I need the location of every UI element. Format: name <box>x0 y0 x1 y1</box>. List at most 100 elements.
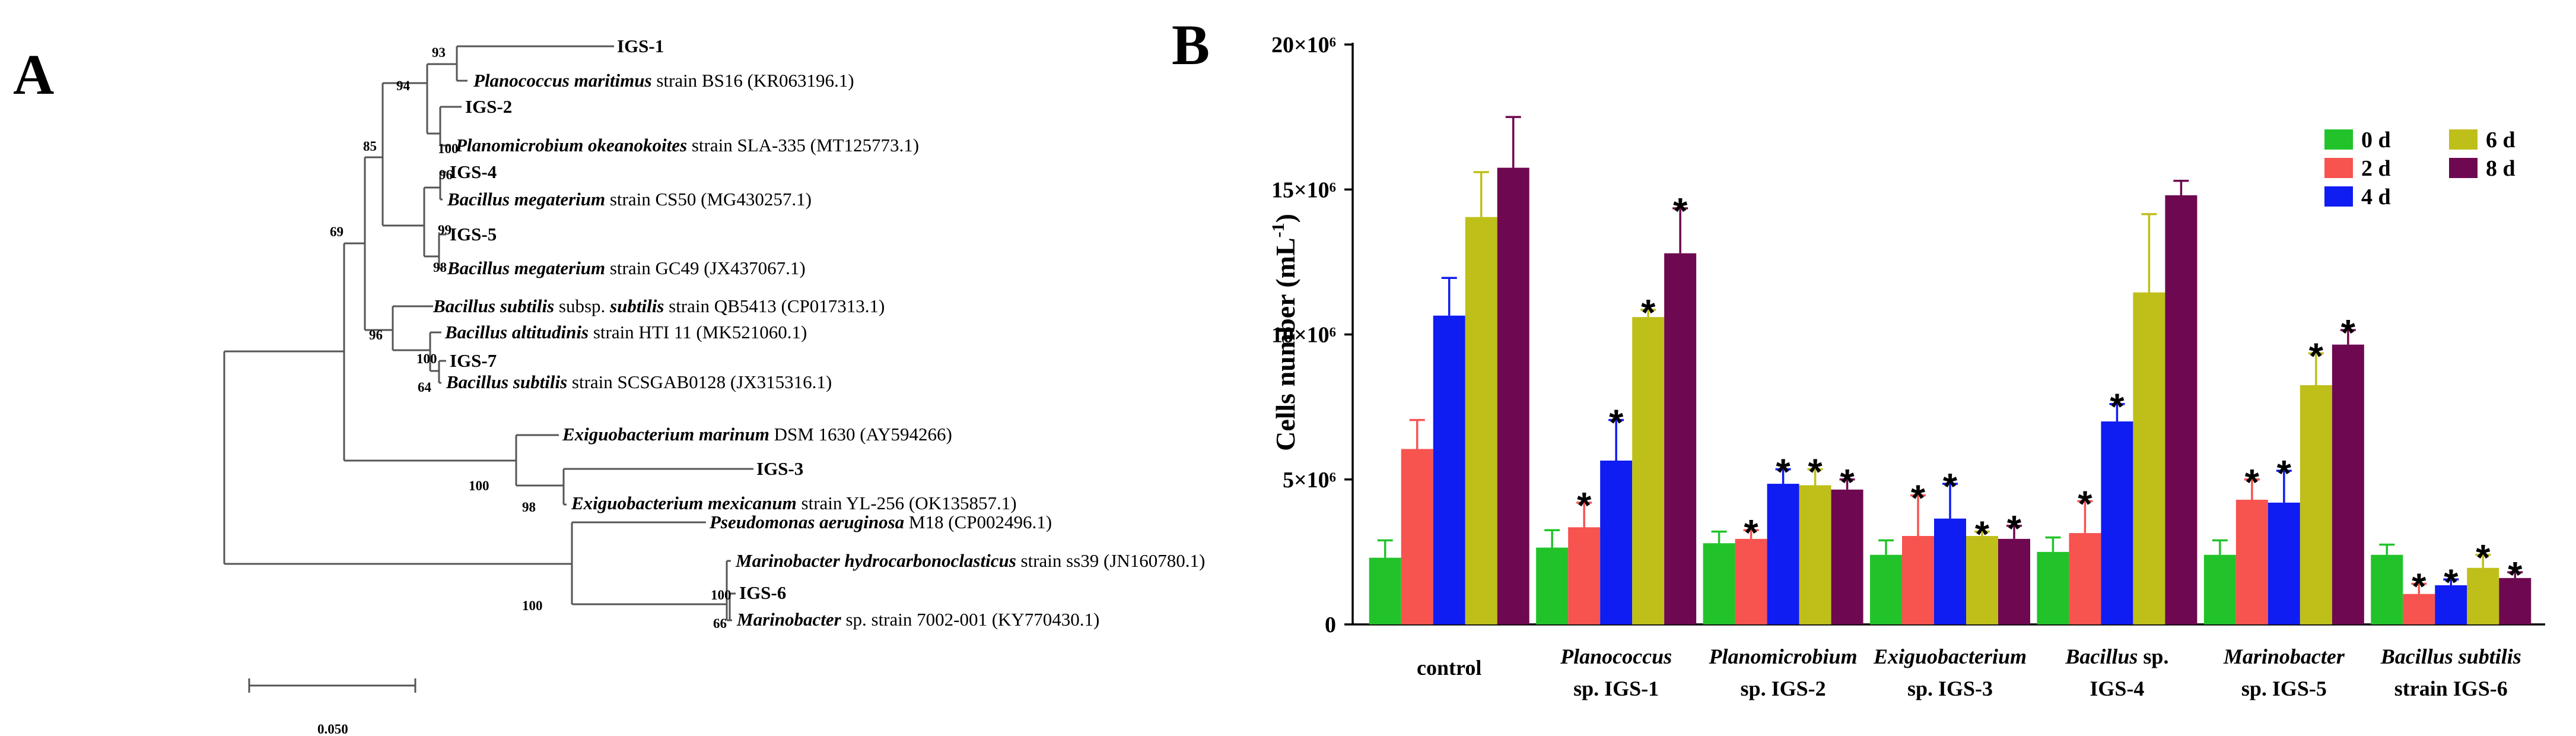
panel-label-a: A <box>13 43 55 106</box>
bar <box>1934 518 1966 624</box>
error-bar <box>1775 468 1791 484</box>
bar <box>1632 317 1665 624</box>
bar <box>1998 538 2030 624</box>
bar <box>2069 533 2101 624</box>
y-tick-label: 15×10⁶ <box>1271 177 1336 202</box>
bootstrap-value: 66 <box>713 616 727 631</box>
tree-leaf-label: IGS-1 <box>617 36 664 56</box>
tree-leaf-label: IGS-4 <box>450 161 497 182</box>
significance-marker: * <box>1673 191 1688 232</box>
error-bar <box>2308 352 2324 385</box>
bar <box>2101 421 2133 624</box>
panel-label-b: B <box>1172 13 1210 77</box>
bootstrap-value: 100 <box>469 478 489 493</box>
error-bar <box>2141 213 2157 293</box>
y-tick-label: 20×10⁶ <box>1271 33 1336 58</box>
error-bar <box>1942 483 1958 519</box>
significance-marker: * <box>2277 453 2292 494</box>
bootstrap-value: 100 <box>522 598 543 613</box>
significance-marker: * <box>2444 562 2459 603</box>
error-bar <box>2475 554 2491 568</box>
error-bar <box>2411 582 2427 594</box>
error-bar <box>1910 494 1926 537</box>
bar <box>1600 460 1633 624</box>
tree-leaf-label: IGS-7 <box>450 350 497 371</box>
significance-marker: * <box>2078 484 2092 525</box>
error-bar <box>1672 207 1688 253</box>
bar <box>1767 484 1799 624</box>
bar <box>1465 217 1497 625</box>
significance-marker: * <box>2508 555 2523 596</box>
tree-leaf-label: Exiguobacterium marinum DSM 1630 (AY5942… <box>562 424 952 445</box>
x-tick-label: Exiguobacterium <box>1873 645 2027 668</box>
bar <box>1966 536 1998 624</box>
tree-leaf-label: Planococcus maritimus strain BS16 (KR063… <box>473 70 854 91</box>
legend-label: 6 d <box>2486 128 2515 153</box>
bar <box>1664 253 1697 625</box>
scale-bar <box>248 678 416 693</box>
legend-label: 0 d <box>2361 128 2391 153</box>
bar <box>1536 547 1569 624</box>
x-tick-label: Planomicrobium <box>1709 645 1858 668</box>
error-bar <box>1576 502 1592 528</box>
x-tick-label: Marinobacter <box>2223 645 2345 668</box>
tree-leaf-label: IGS-2 <box>465 96 512 117</box>
legend-label: 4 d <box>2361 185 2391 210</box>
error-bar <box>2212 539 2228 555</box>
significance-marker: * <box>1840 462 1855 503</box>
significance-marker: * <box>1577 486 1592 526</box>
tree-leaf-label: Marinobacter sp. strain 7002-001 (KY7704… <box>736 609 1099 630</box>
scale-bar-label: 0.050 <box>317 722 348 736</box>
bar <box>1870 554 1902 624</box>
legend-swatch <box>2324 186 2353 207</box>
x-tick-label: strain IGS-6 <box>2394 677 2508 700</box>
bootstrap-value: 98 <box>433 260 447 275</box>
error-bar <box>1807 468 1823 486</box>
tree-leaf-label: Pseudomonas aeruginosa M18 (CP002496.1) <box>709 512 1052 532</box>
legend-swatch <box>2449 129 2478 150</box>
error-bar <box>1640 309 1656 318</box>
error-bar <box>1711 530 1727 544</box>
bar <box>2133 292 2165 625</box>
significance-marker: * <box>1911 478 1926 519</box>
y-tick-label: 5×10⁶ <box>1283 468 1336 493</box>
error-bar <box>1505 116 1521 168</box>
bar <box>2037 551 2069 624</box>
error-bar <box>1974 530 1990 537</box>
x-tick-label: sp. IGS-3 <box>1907 677 1993 700</box>
tree-leaf-label: IGS-5 <box>450 224 497 245</box>
bootstrap-value: 94 <box>396 78 411 93</box>
x-tick-label: sp. IGS-2 <box>1741 677 1826 700</box>
error-bar <box>1544 529 1560 548</box>
significance-marker: * <box>1808 452 1823 493</box>
bootstrap-value: 85 <box>363 139 377 154</box>
bar <box>2165 195 2197 624</box>
x-tick-label: IGS-4 <box>2090 677 2144 700</box>
tree-leaf-label: Marinobacter hydrocarbonoclasticus strai… <box>735 550 1205 571</box>
phylogenetic-tree: 0.050 <box>223 45 753 736</box>
error-bar <box>2077 500 2093 534</box>
bar <box>1902 536 1934 624</box>
significance-marker: * <box>1744 513 1759 554</box>
bar <box>2499 578 2532 624</box>
y-tick-label: 10×10⁶ <box>1271 323 1336 348</box>
bootstrap-value: 98 <box>522 500 536 515</box>
bootstrap-value: 64 <box>418 380 432 395</box>
x-tick-label: sp. IGS-1 <box>1573 677 1659 700</box>
error-bar <box>1473 171 1489 217</box>
significance-marker: * <box>1609 403 1624 444</box>
x-tick-label: control <box>1417 656 1481 680</box>
x-tick-label: sp. IGS-5 <box>2241 677 2327 700</box>
significance-marker: * <box>1943 467 1958 507</box>
bar <box>1735 538 1767 624</box>
significance-marker: * <box>2412 567 2426 608</box>
tree-leaf-label: Bacillus megaterium strain CS50 (MG43025… <box>447 189 812 210</box>
significance-marker: * <box>1776 452 1791 493</box>
bar-chart: 0 5×10⁶ 10×10⁶ 15×10⁶ 20×10⁶ Cells number (mL… <box>1268 33 2545 700</box>
error-bar <box>1608 418 1624 461</box>
tree-leaf-label: Bacillus subtilis strain SCSGAB0128 (JX3… <box>446 372 832 392</box>
error-bar <box>2379 543 2395 555</box>
error-bar <box>1441 277 1457 316</box>
error-bar <box>2045 536 2061 552</box>
